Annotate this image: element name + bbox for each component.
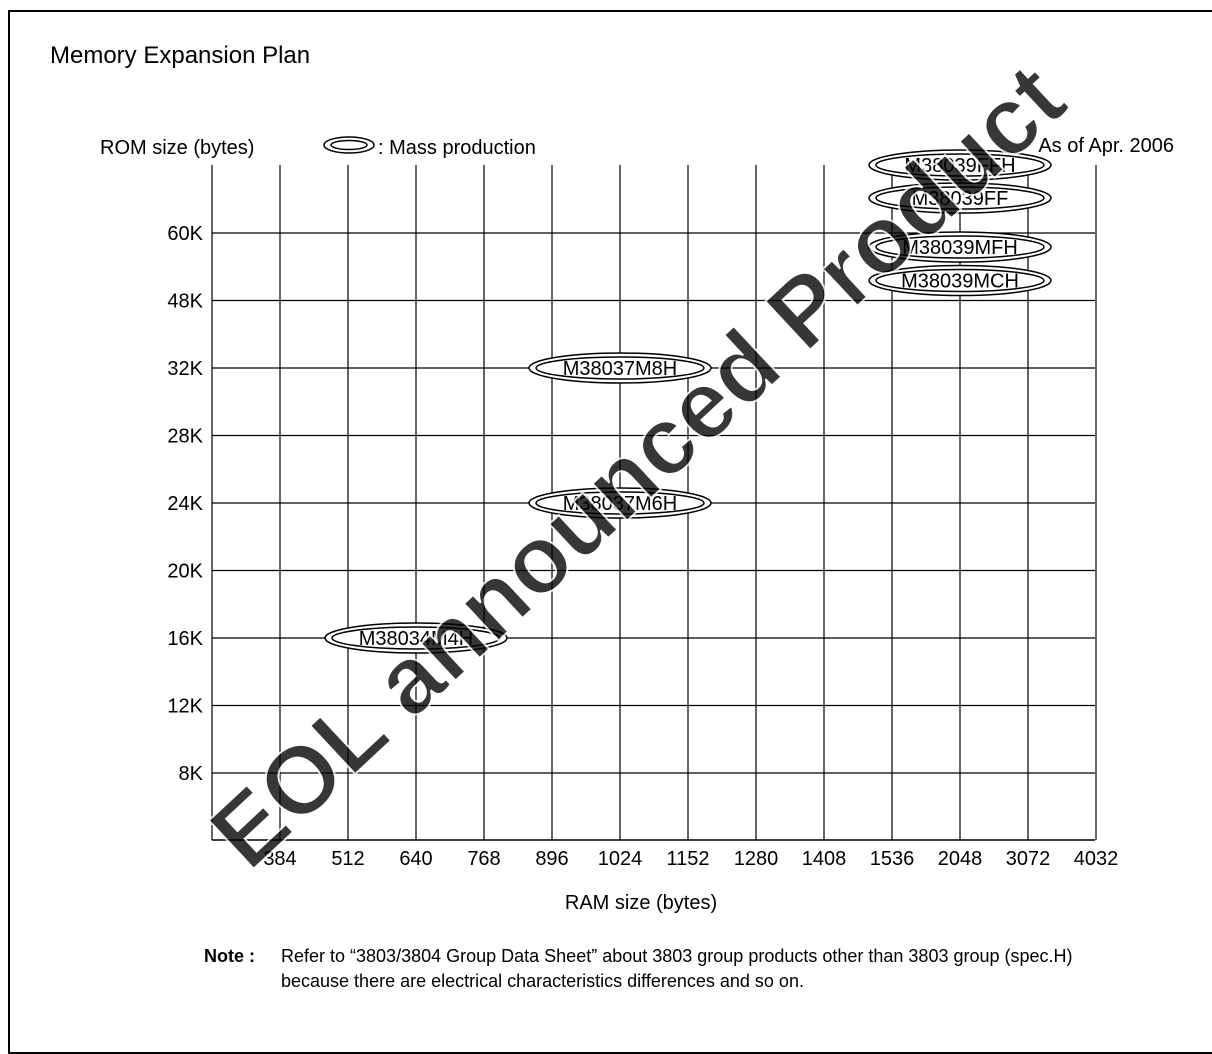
marker-ellipse-outer xyxy=(868,149,1052,181)
y-tick-label: 8K xyxy=(179,763,204,785)
x-tick-label: 768 xyxy=(467,848,500,870)
x-axis-label: RAM size (bytes) xyxy=(565,892,717,914)
y-tick-label: 28K xyxy=(167,426,203,448)
marker-ellipse-outer xyxy=(868,264,1052,297)
marker-ellipse-inner xyxy=(875,268,1045,293)
marker-ellipse-outer xyxy=(324,622,508,654)
note-text: Refer to “3803/3804 Group Data Sheet” ab… xyxy=(281,946,1073,991)
product-marker: M38039MFH xyxy=(868,231,1052,263)
marker-ellipse-inner xyxy=(875,153,1045,177)
y-tick-labels: 8K 12K 16K 20K 24K 28K 32K 48K 60K xyxy=(167,223,203,785)
legend: : Mass production xyxy=(323,136,536,159)
watermark: EOL announced Product xyxy=(189,43,1086,890)
marker-ellipse-outer xyxy=(868,231,1052,263)
legend-label: : Mass production xyxy=(378,137,536,159)
page-title: Memory Expansion Plan xyxy=(50,42,311,69)
marker-ellipse-inner xyxy=(331,626,501,650)
y-tick-label: 20K xyxy=(167,561,203,583)
marker-ellipse-outer xyxy=(528,487,712,519)
marker-label: M38039FFH xyxy=(904,155,1015,177)
marker-label: M38039MCH xyxy=(901,271,1019,293)
x-tick-label: 1152 xyxy=(666,848,709,870)
product-markers: M38034M4H M38037M6H M38037M8H M38039MCH M380… xyxy=(324,149,1052,654)
marker-label: M38037M6H xyxy=(563,493,678,515)
product-marker: M38037M8H xyxy=(528,352,712,384)
note-label: Note : xyxy=(204,946,255,966)
y-tick-label: 32K xyxy=(167,358,203,380)
marker-ellipse-inner xyxy=(875,235,1045,259)
product-marker: M38039MCH xyxy=(868,264,1052,297)
x-tick-label: 1280 xyxy=(734,848,779,870)
product-marker: M38034M4H xyxy=(324,622,508,654)
legend-ellipse-inner xyxy=(330,139,368,151)
x-tick-label: 2048 xyxy=(938,848,983,870)
y-tick-label: 60K xyxy=(167,223,203,245)
y-axis-label: ROM size (bytes) xyxy=(100,137,254,159)
marker-ellipse-outer xyxy=(528,352,712,384)
product-marker: M38039FFH xyxy=(868,149,1052,181)
x-tick-label: 4032 xyxy=(1074,848,1119,870)
x-tick-label: 384 xyxy=(263,848,296,870)
marker-label: M38039MFH xyxy=(902,237,1018,259)
product-marker: M38037M6H xyxy=(528,487,712,519)
marker-ellipse-inner xyxy=(535,491,705,515)
y-tick-label: 48K xyxy=(167,291,203,313)
x-tick-label: 640 xyxy=(399,848,432,870)
x-tick-label: 512 xyxy=(331,848,364,870)
x-tick-label: 3072 xyxy=(1006,848,1051,870)
y-tick-label: 16K xyxy=(167,628,203,650)
x-tick-label: 1024 xyxy=(598,848,643,870)
x-tick-labels: 384 512 640 768 896 1024 1152 1280 1408 1536 2048 3… xyxy=(263,848,1118,870)
marker-ellipse-inner xyxy=(535,356,705,380)
as-of-date: As of Apr. 2006 xyxy=(1038,135,1174,157)
x-tick-label: 1536 xyxy=(870,848,915,870)
marker-ellipse-outer xyxy=(868,182,1052,214)
legend-ellipse-outer xyxy=(323,136,375,154)
marker-label: M38039FF xyxy=(912,188,1009,210)
y-tick-label: 24K xyxy=(167,493,203,515)
x-tick-label: 896 xyxy=(535,848,568,870)
marker-label: M38034M4H xyxy=(359,628,474,650)
watermark-text: EOL announced Product xyxy=(190,44,1085,889)
product-marker: M38039FF xyxy=(868,182,1052,214)
marker-label: M38037M8H xyxy=(563,358,678,380)
marker-ellipse-inner xyxy=(875,186,1045,210)
y-tick-label: 12K xyxy=(167,696,203,718)
x-tick-label: 1408 xyxy=(802,848,847,870)
